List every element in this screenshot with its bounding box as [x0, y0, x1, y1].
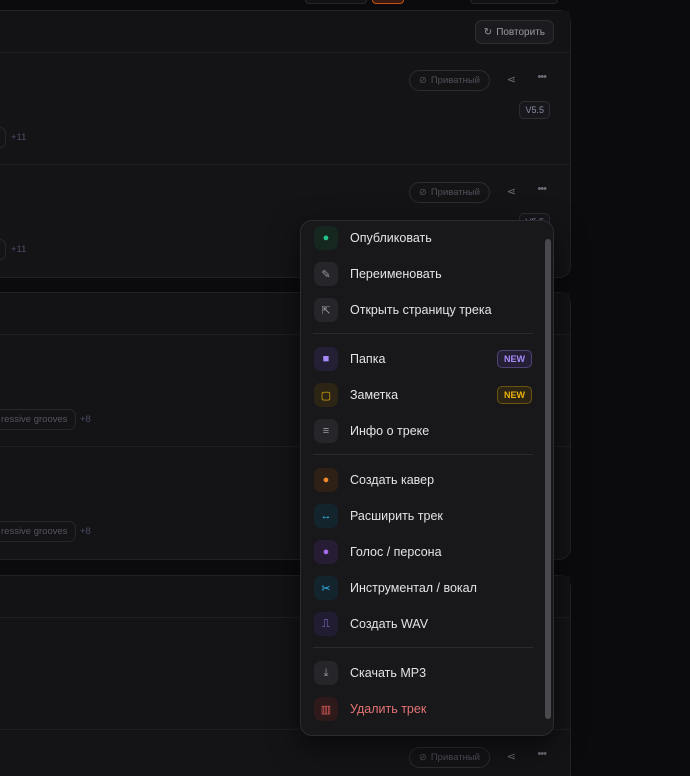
scrollbar-thumb[interactable]	[545, 239, 551, 719]
menu-item-2[interactable]: ✎ Переименовать	[314, 260, 532, 288]
menu-item-label: Голос / персона	[350, 545, 442, 559]
menu-item-label: Инструментал / вокал	[350, 581, 477, 595]
more-tags[interactable]: +11	[11, 244, 27, 255]
privacy-badge[interactable]: ⊘ Приватный	[408, 182, 490, 203]
trash-icon: ▥	[314, 697, 338, 721]
menu-item-label: Открыть страницу трека	[350, 303, 492, 317]
share-icon[interactable]: ⋖	[506, 186, 516, 198]
top-button[interactable]	[470, 0, 558, 4]
refresh-icon: ↻	[483, 26, 493, 38]
track-row[interactable]: ⊘Приватный ⋖ ••• V5.5 +11	[0, 53, 570, 165]
share-icon[interactable]: ⋖	[506, 751, 516, 763]
share-icon[interactable]: ⋖	[506, 74, 516, 86]
menu-divider	[313, 647, 533, 648]
card-header: ↻ Повторить	[0, 11, 570, 53]
menu-item-5[interactable]: ▢ Заметка NEW	[314, 381, 532, 409]
menu-item-3[interactable]: ⇱ Открыть страницу трека	[314, 296, 532, 324]
menu-divider	[313, 333, 533, 334]
new-badge: NEW	[497, 350, 532, 368]
folder-icon: ■	[314, 347, 338, 371]
more-icon[interactable]: •••	[537, 71, 547, 83]
eye-off-icon: ⊘	[418, 187, 427, 198]
note-icon: ▢	[314, 383, 338, 407]
top-button[interactable]	[305, 0, 367, 4]
more-tags[interactable]: +8	[80, 526, 91, 537]
globe-icon: ●	[314, 226, 338, 250]
version-badge: V5.5	[519, 101, 550, 119]
menu-item-11[interactable]: ⎍ Создать WAV	[314, 610, 532, 638]
new-badge: NEW	[497, 386, 532, 404]
eye-off-icon: ⊘	[418, 752, 427, 763]
menu-item-label: Переименовать	[350, 267, 442, 281]
more-icon[interactable]: •••	[537, 748, 547, 760]
more-tags[interactable]: +11	[11, 132, 27, 143]
track-row[interactable]: ressive grooves +8	[0, 447, 570, 559]
menu-item-label: Скачать MP3	[350, 666, 427, 680]
download-icon: ⤓	[314, 661, 338, 685]
menu-divider	[313, 454, 533, 455]
tag-chip[interactable]	[0, 239, 6, 260]
menu-item-1[interactable]: ● Опубликовать	[314, 224, 532, 252]
menu-item-13[interactable]: ▥ Удалить трек	[314, 695, 532, 723]
privacy-badge[interactable]: ⊘ Приватный	[408, 747, 490, 768]
menu-item-label: Расширить трек	[350, 509, 443, 523]
microphone-icon: ●	[314, 468, 338, 492]
menu-item-label: Удалить трек	[350, 702, 427, 716]
tag-chip[interactable]	[0, 127, 6, 148]
menu-item-8[interactable]: ↔ Расширить трек	[314, 502, 532, 530]
microphone-icon: ●	[314, 540, 338, 564]
privacy-badge[interactable]: ⊘ Приватный	[408, 70, 490, 91]
tag-chip[interactable]: ressive grooves	[0, 409, 76, 430]
menu-item-label: Создать кавер	[350, 473, 435, 487]
scrollbar[interactable]	[544, 227, 552, 731]
menu-item-12[interactable]: ⤓ Скачать MP3	[314, 659, 532, 687]
retry-button[interactable]: ↻ Повторить	[474, 20, 554, 44]
menu-item-6[interactable]: ≡ Инфо о треке	[314, 417, 532, 445]
menu-item-7[interactable]: ● Создать кавер	[314, 466, 532, 494]
menu-item-label: Заметка	[350, 388, 399, 402]
track-row[interactable]	[0, 618, 570, 730]
menu-item-label: Инфо о треке	[350, 424, 430, 438]
track-context-menu: ● Опубликовать ✎ Переименовать ⇱ Открыть стра…	[300, 220, 554, 736]
edit-icon: ✎	[314, 262, 338, 286]
info-lines-icon: ≡	[314, 419, 338, 443]
top-button-accent[interactable]	[372, 0, 404, 4]
track-row[interactable]: ⊘ Приватный ⋖ •••	[0, 730, 570, 776]
more-tags[interactable]: +8	[80, 414, 91, 425]
waveform-icon: ⎍	[314, 612, 338, 636]
external-link-icon: ⇱	[314, 298, 338, 322]
menu-item-9[interactable]: ● Голос / персона	[314, 538, 532, 566]
menu-item-4[interactable]: ■ Папка NEW	[314, 345, 532, 373]
menu-item-label: Папка	[350, 352, 386, 366]
menu-item-10[interactable]: ✂ Инструментал / вокал	[314, 574, 532, 602]
scissors-icon: ✂	[314, 576, 338, 600]
tag-chip[interactable]: ressive grooves	[0, 521, 76, 542]
menu-item-label: Опубликовать	[350, 231, 432, 245]
track-row[interactable]: ressive grooves +8	[0, 335, 570, 447]
menu-item-label: Создать WAV	[350, 617, 429, 631]
arrows-horizontal-icon: ↔	[314, 504, 338, 528]
eye-off-icon: ⊘	[418, 75, 427, 86]
more-icon[interactable]: •••	[537, 183, 547, 195]
